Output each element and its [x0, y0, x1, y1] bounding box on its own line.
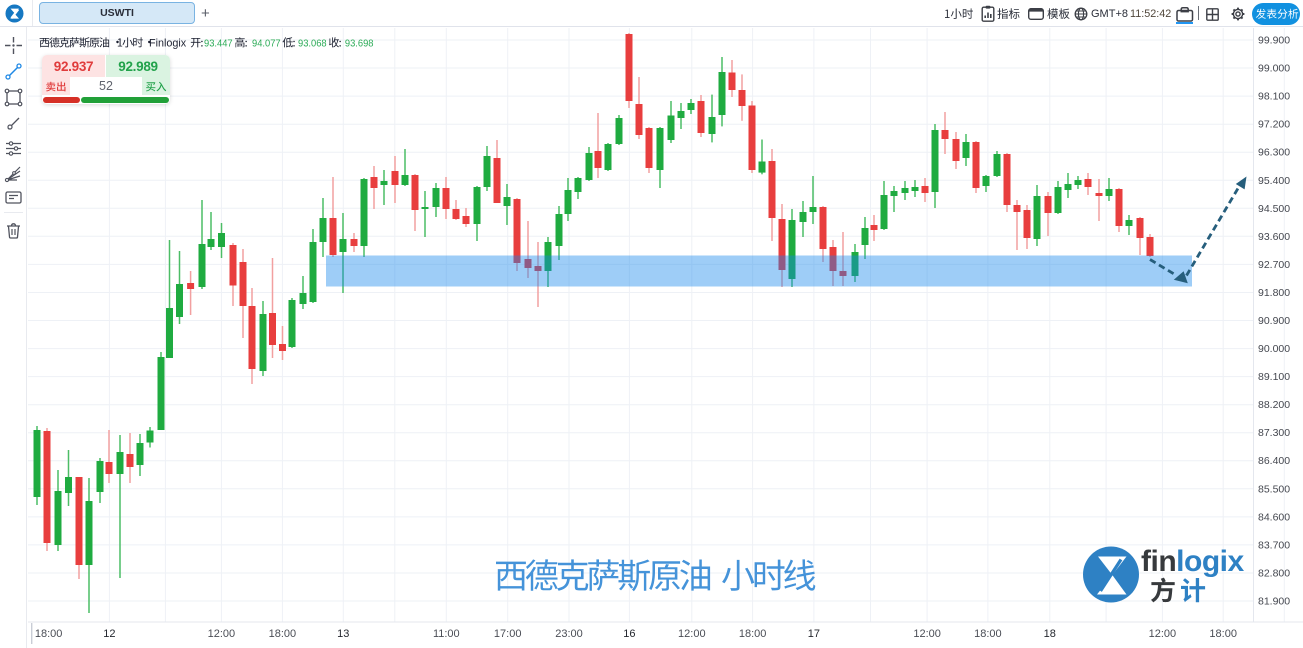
- svg-text:11:00: 11:00: [433, 628, 460, 640]
- svg-text:finlogix: finlogix: [1141, 545, 1244, 578]
- svg-text:89.100: 89.100: [1258, 371, 1290, 383]
- svg-text:12: 12: [103, 628, 115, 640]
- svg-text:12:00: 12:00: [208, 628, 236, 640]
- svg-text:92.700: 92.700: [1258, 259, 1290, 271]
- svg-text:87.300: 87.300: [1258, 427, 1290, 439]
- svg-text:84.600: 84.600: [1258, 511, 1290, 523]
- svg-text:91.800: 91.800: [1258, 287, 1290, 299]
- svg-text:93.698: 93.698: [345, 39, 374, 50]
- svg-text:85.500: 85.500: [1258, 483, 1290, 495]
- svg-text:17:00: 17:00: [494, 628, 522, 640]
- svg-text:93.068: 93.068: [298, 39, 327, 50]
- svg-text:16: 16: [623, 628, 635, 640]
- svg-text:90.900: 90.900: [1258, 315, 1290, 327]
- svg-text:97.200: 97.200: [1258, 119, 1290, 131]
- svg-text:81.900: 81.900: [1258, 596, 1290, 608]
- svg-text:23:00: 23:00: [555, 628, 583, 640]
- svg-text:18: 18: [1044, 628, 1056, 640]
- svg-text:13: 13: [337, 628, 349, 640]
- svg-text:83.700: 83.700: [1258, 539, 1290, 551]
- svg-text:98.100: 98.100: [1258, 91, 1290, 103]
- svg-text:18:00: 18:00: [35, 628, 63, 640]
- svg-text:18:00: 18:00: [739, 628, 767, 640]
- svg-text:Finlogix: Finlogix: [149, 38, 187, 50]
- svg-text:17: 17: [808, 628, 820, 640]
- svg-text:93.600: 93.600: [1258, 231, 1290, 243]
- svg-text:94.500: 94.500: [1258, 203, 1290, 215]
- svg-text:18:00: 18:00: [269, 628, 297, 640]
- svg-text:99.900: 99.900: [1258, 35, 1290, 47]
- svg-text:18:00: 18:00: [1209, 628, 1237, 640]
- svg-text:95.400: 95.400: [1258, 175, 1290, 187]
- svg-text:96.300: 96.300: [1258, 147, 1290, 159]
- svg-text:99.000: 99.000: [1258, 63, 1290, 75]
- svg-text:18:00: 18:00: [974, 628, 1002, 640]
- svg-text:12:00: 12:00: [1149, 628, 1177, 640]
- svg-text:94.077: 94.077: [252, 39, 281, 50]
- svg-text:12:00: 12:00: [913, 628, 941, 640]
- svg-text:88.200: 88.200: [1258, 399, 1290, 411]
- svg-text:12:00: 12:00: [678, 628, 706, 640]
- svg-text:93.447: 93.447: [204, 39, 233, 50]
- svg-text:90.000: 90.000: [1258, 343, 1290, 355]
- svg-text:86.400: 86.400: [1258, 455, 1290, 467]
- svg-text:82.800: 82.800: [1258, 568, 1290, 580]
